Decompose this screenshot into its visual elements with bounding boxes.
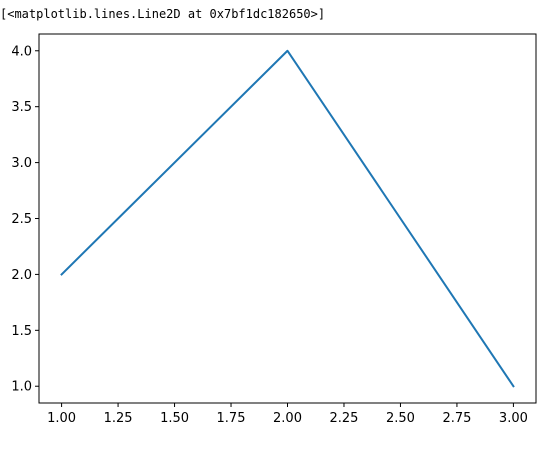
- x-tick-label: 3.00: [499, 411, 528, 426]
- y-tick-label: 1.0: [11, 380, 32, 395]
- axes-frame: [38, 33, 537, 404]
- x-tick-label: 1.00: [47, 411, 76, 426]
- y-tick-label: 4.0: [11, 44, 32, 59]
- x-tick-label: 2.00: [273, 411, 302, 426]
- x-tick-label: 2.25: [330, 411, 359, 426]
- plot-layer: [60, 49, 515, 388]
- x-tick-label: 2.50: [386, 411, 415, 426]
- x-tick-label: 1.50: [160, 411, 189, 426]
- axes-layer: 1.00 1.25 1.50 1.75 2.00 2.25 2.50 2.75 3.00 1.0 1…: [11, 33, 537, 426]
- cell-output-text: [<matplotlib.lines.Line2D at 0x7bf1dc182…: [0, 7, 326, 21]
- x-tick-label: 2.75: [442, 411, 471, 426]
- y-tick-label: 1.5: [11, 324, 32, 339]
- x-tick-label: 1.75: [217, 411, 246, 426]
- series-line-0: [60, 49, 515, 388]
- y-tick-label: 3.5: [11, 100, 32, 115]
- y-tick-label: 3.0: [11, 156, 32, 171]
- y-tick-label: 2.5: [11, 212, 32, 227]
- x-tick-label: 1.25: [104, 411, 133, 426]
- y-tick-label: 2.0: [11, 268, 32, 283]
